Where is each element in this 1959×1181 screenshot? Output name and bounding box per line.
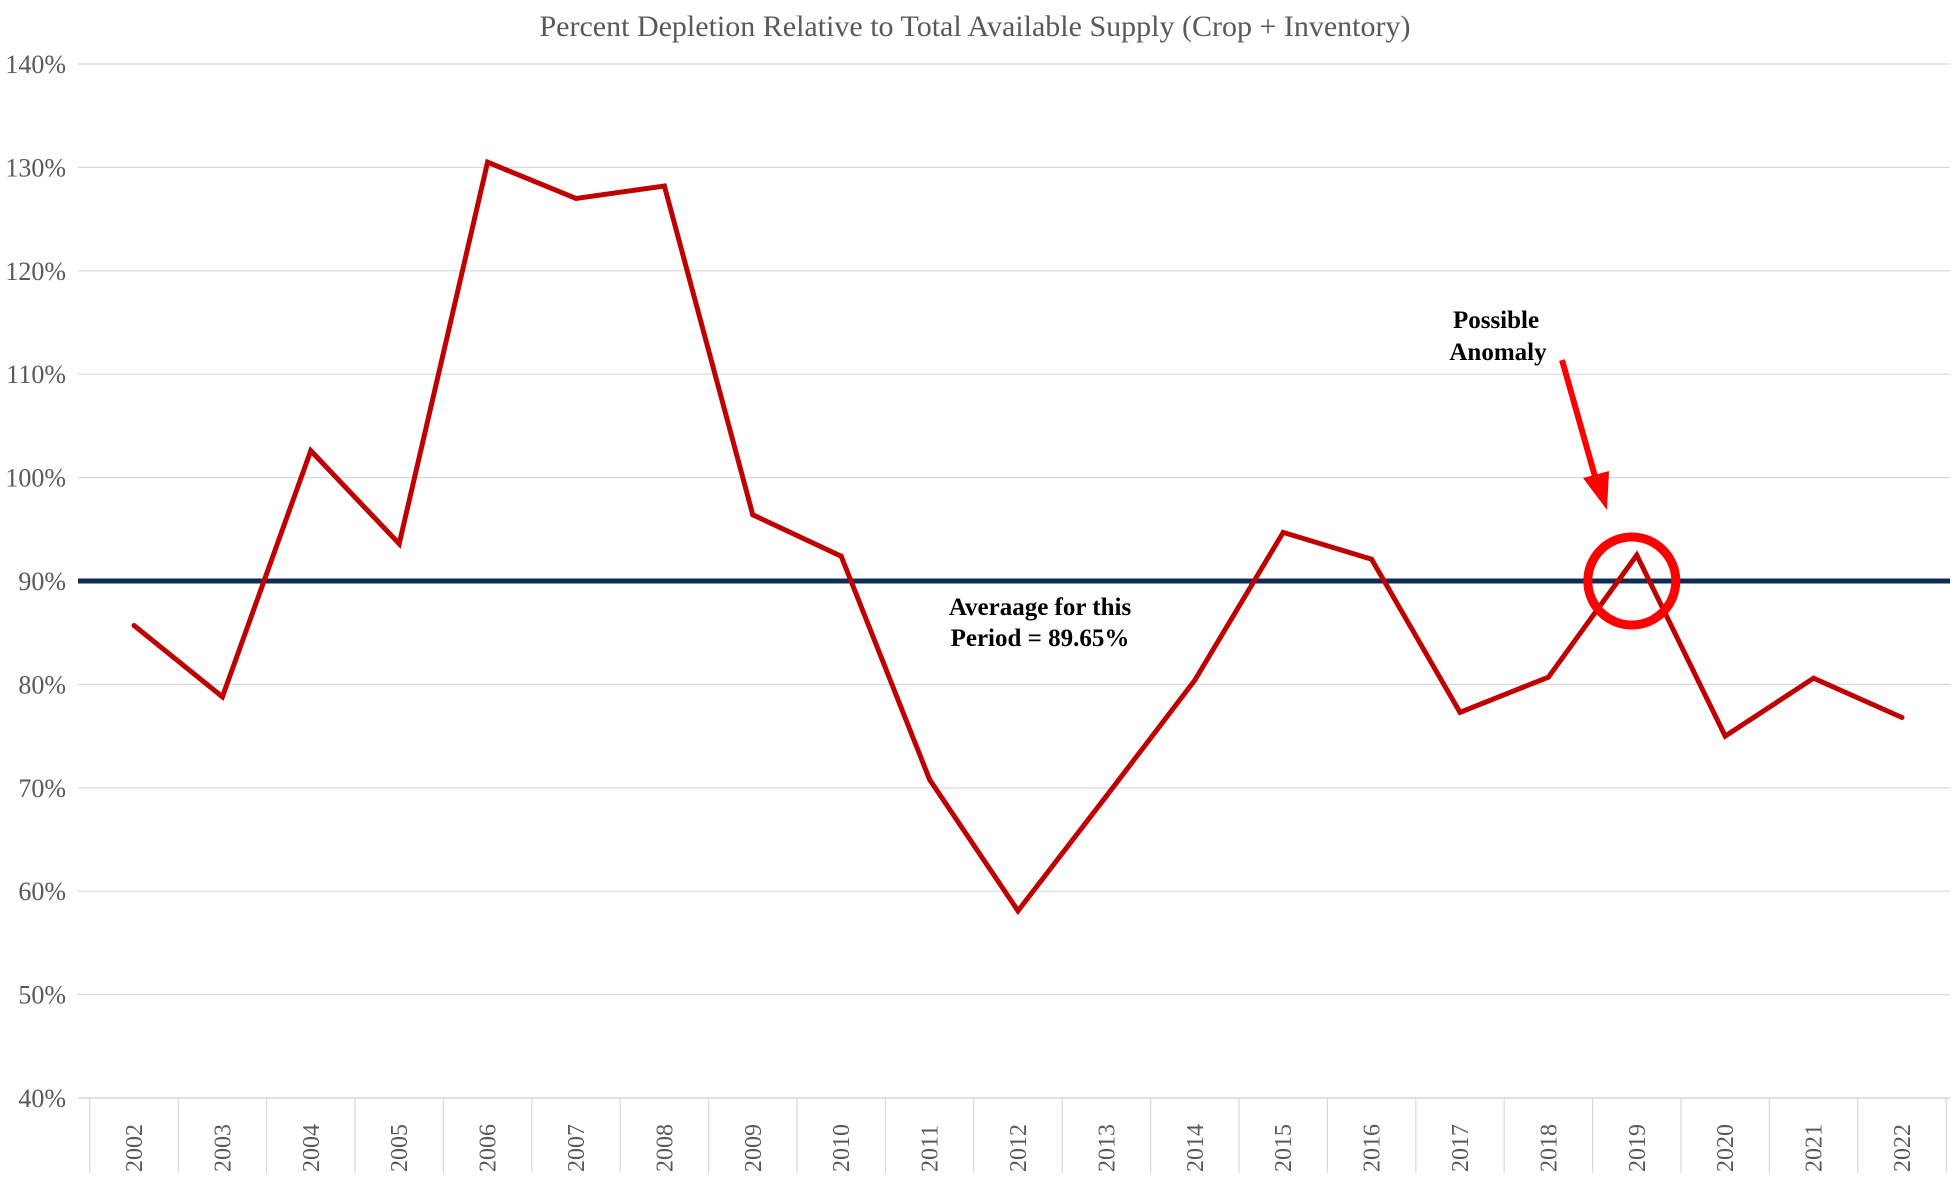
x-tick-label-2015: 2015 <box>1271 1124 1297 1172</box>
data-point-2019 <box>1634 552 1640 558</box>
data-point-2012 <box>1015 908 1021 914</box>
data-point-2020 <box>1722 733 1728 739</box>
anomaly-arrow-head <box>1583 471 1609 510</box>
anomaly-annotation-line-1: Possible <box>1453 307 1539 334</box>
average-annotation-line-1: Averaage for this <box>949 594 1132 621</box>
x-tick-label-2008: 2008 <box>652 1124 678 1172</box>
data-point-2005 <box>396 541 402 547</box>
data-point-2021 <box>1811 675 1817 681</box>
x-tick-label-2010: 2010 <box>829 1124 855 1172</box>
data-point-2010 <box>838 553 844 559</box>
data-point-2016 <box>1369 556 1375 562</box>
x-tick-label-2013: 2013 <box>1094 1124 1120 1172</box>
y-tick-label-40: 40% <box>18 1084 66 1113</box>
y-tick-label-50: 50% <box>18 981 66 1010</box>
x-axis <box>78 1097 1950 1173</box>
x-tick-label-2007: 2007 <box>564 1124 590 1172</box>
y-tick-label-60: 60% <box>18 877 66 906</box>
data-point-2015 <box>1280 529 1286 535</box>
y-tick-label-100: 100% <box>5 464 66 493</box>
x-tick-label-2022: 2022 <box>1890 1124 1916 1172</box>
data-point-2018 <box>1545 674 1551 680</box>
anomaly-annotation-line-2: Anomaly <box>1449 339 1547 366</box>
y-tick-label-80: 80% <box>18 670 66 699</box>
x-axis-tick-labels: 2002 2003 2004 2005 2006 2007 2008 2009 2010 2011… <box>122 1124 1916 1172</box>
x-tick-label-2002: 2002 <box>122 1124 148 1172</box>
y-tick-label-90: 90% <box>18 567 66 596</box>
x-tick-label-2020: 2020 <box>1713 1124 1739 1172</box>
x-tick-label-2004: 2004 <box>299 1124 325 1172</box>
x-tick-label-2003: 2003 <box>210 1124 236 1172</box>
data-point-2014 <box>1192 677 1198 683</box>
data-point-2002 <box>131 622 137 628</box>
y-tick-label-70: 70% <box>18 774 66 803</box>
data-point-2022 <box>1899 714 1905 720</box>
y-tick-label-120: 120% <box>5 257 66 286</box>
x-tick-label-2006: 2006 <box>476 1124 502 1172</box>
x-tick-label-2019: 2019 <box>1625 1124 1651 1172</box>
series-group <box>131 158 1905 916</box>
x-tick-label-2018: 2018 <box>1536 1124 1562 1172</box>
anomaly-highlight-circle <box>1583 532 1681 630</box>
x-tick-label-2021: 2021 <box>1802 1124 1828 1172</box>
y-tick-label-130: 130% <box>5 153 66 182</box>
average-annotation-line-2: Period = 89.65% <box>951 625 1130 652</box>
anomaly-arrow-shaft <box>1559 359 1599 481</box>
y-axis-tick-labels: 40% 50% 60% 70% 80% 90% 100% 110% 120% 130% 140% <box>5 50 66 1113</box>
data-point-2003 <box>219 694 225 700</box>
annotations: Averaage for this Period = 89.65% Possib… <box>949 307 1681 652</box>
x-tick-label-2014: 2014 <box>1183 1124 1209 1172</box>
data-point-2007 <box>573 195 579 201</box>
chart-title: Percent Depletion Relative to Total Avai… <box>539 10 1410 43</box>
x-tick-label-2016: 2016 <box>1360 1124 1386 1172</box>
data-point-2017 <box>1457 709 1463 715</box>
x-tick-label-2017: 2017 <box>1448 1124 1474 1172</box>
data-point-2009 <box>750 512 756 518</box>
data-point-2006 <box>485 159 491 165</box>
y-tick-label-110: 110% <box>6 360 66 389</box>
y-tick-label-140: 140% <box>5 50 66 79</box>
x-tick-label-2005: 2005 <box>387 1124 413 1172</box>
x-tick-label-2012: 2012 <box>1006 1124 1032 1172</box>
x-tick-label-2009: 2009 <box>741 1124 767 1172</box>
data-point-2008 <box>661 183 667 189</box>
data-point-2011 <box>927 777 933 783</box>
data-point-2013 <box>1103 793 1109 799</box>
x-tick-label-2011: 2011 <box>918 1125 944 1172</box>
data-point-2004 <box>308 448 314 454</box>
